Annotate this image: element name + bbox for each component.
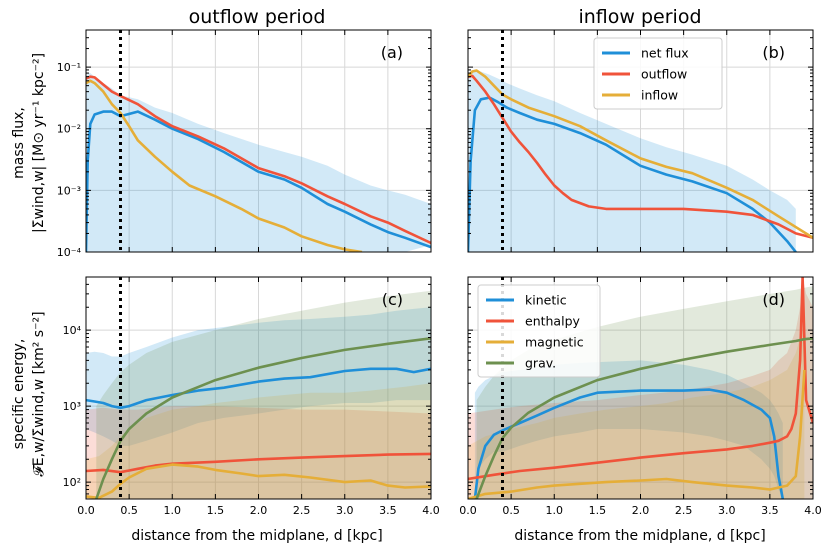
x-tick-label: 1.5 [589, 504, 607, 517]
y-label-top-line1: mass flux, [11, 107, 27, 179]
plot-area [86, 73, 431, 252]
plot-area [468, 69, 813, 252]
panel-d: 0.0 0.5 1.0 1.5 2.0 2.5 3.0 3.5 4.0 (d) kinetic ent… [459, 276, 822, 517]
y-tick-label: 10⁻¹ [57, 61, 81, 74]
line-enthalpy [468, 277, 813, 481]
legend-box [477, 284, 601, 378]
x-tick-label: 4.0 [804, 504, 822, 517]
x-tick-label: 1.0 [164, 504, 182, 517]
panel-label: (a) [381, 43, 403, 62]
legend: kinetic enthalpy magnetic grav. [477, 284, 601, 378]
y-tick-label: 10³ [63, 400, 81, 413]
y-label-bottom-line1: specific energy, [11, 339, 27, 450]
x-tick-label: 2.0 [250, 504, 268, 517]
band-enthalpy [468, 277, 813, 499]
x-tick-label: 2.0 [632, 504, 650, 517]
band-netflux [86, 73, 431, 252]
line-kinetic [86, 367, 431, 410]
x-tick-label: 3.0 [718, 504, 736, 517]
legend-entry-grav: grav. [525, 356, 556, 371]
panel-label: (b) [762, 43, 785, 62]
legend-entry-outflow: outflow [641, 67, 687, 82]
band-magnetic [468, 316, 805, 499]
plot-area [86, 290, 431, 499]
line-outflow [86, 75, 431, 245]
title-outflow-period: outflow period [189, 6, 326, 28]
legend-entry-magnetic: magnetic [525, 335, 584, 350]
legend-box [593, 37, 723, 110]
x-tick-label: 3.0 [336, 504, 354, 517]
y-tick-label: 10² [63, 476, 81, 489]
legend-entry-kinetic: kinetic [525, 293, 567, 308]
x-label-left: distance from the midplane, d [kpc] [131, 528, 382, 544]
legend: net flux outflow inflow [593, 37, 723, 110]
y-tick-label: 10⁻² [57, 123, 81, 136]
band-enthalpy [86, 406, 431, 499]
panel-label: (c) [382, 290, 403, 309]
panel-a: 10⁻¹ 10⁻² 10⁻³ 10⁻⁴ (a) [57, 29, 432, 259]
x-tick-label: 0.5 [120, 504, 138, 517]
panel-label: (d) [762, 290, 785, 309]
line-enthalpy [86, 452, 431, 474]
line-kinetic [473, 388, 785, 499]
x-tick-label: 1.0 [546, 504, 564, 517]
line-grav [95, 337, 431, 499]
y-tick-label: 10⁴ [63, 324, 82, 337]
legend-entry-netflux: net flux [641, 46, 689, 61]
y-label-top: mass flux, |Σ̇wind,w| [M⊙ yr⁻¹ kpc⁻²] [11, 53, 47, 233]
y-label-top-line2: |Σ̇wind,w| [M⊙ yr⁻¹ kpc⁻²] [31, 53, 47, 233]
y-tick-label: 10⁻⁴ [57, 246, 82, 259]
x-tick-label: 1.5 [207, 504, 225, 517]
legend-entry-inflow: inflow [641, 88, 678, 103]
band-kinetic [474, 360, 783, 499]
line-inflow [86, 79, 363, 252]
y-tick-label: 10⁻³ [57, 184, 81, 197]
title-inflow-period: inflow period [578, 6, 701, 28]
x-tick-label: 3.5 [379, 504, 397, 517]
y-label-bottom-line2: 𝓕E,w/Σ̇wind,w [km² s⁻²] [31, 311, 47, 476]
line-netflux [86, 110, 431, 252]
x-tick-label: 0.5 [502, 504, 520, 517]
panel-c: 0.0 0.5 1.0 1.5 2.0 2.5 3.0 3.5 4.0 10⁴ 10³ 10² (c) [63, 276, 440, 517]
x-label-right: distance from the midplane, d [kpc] [514, 528, 765, 544]
x-tick-label: 3.5 [761, 504, 779, 517]
band-magnetic [86, 383, 431, 499]
line-netflux [468, 96, 797, 252]
panels: 10⁻¹ 10⁻² 10⁻³ 10⁻⁴ (a) (b) net flux outflow inf… [57, 29, 822, 517]
legend-entry-enthalpy: enthalpy [525, 314, 581, 329]
x-tick-label: 2.5 [293, 504, 311, 517]
y-label-bottom: specific energy, 𝓕E,w/Σ̇wind,w [km² s⁻²] [11, 311, 47, 476]
x-tick-label: 0.0 [459, 504, 477, 517]
line-inflow [468, 69, 813, 239]
line-grav [475, 337, 813, 499]
band-kinetic [86, 307, 431, 446]
panel-b: (b) net flux outflow inflow [467, 29, 814, 253]
x-tick-label: 0.0 [77, 504, 95, 517]
line-magnetic [86, 463, 431, 499]
line-outflow [468, 74, 813, 240]
x-tick-label: 2.5 [675, 504, 693, 517]
band-grav [96, 290, 431, 499]
x-tick-label: 4.0 [422, 504, 440, 517]
line-magnetic [468, 369, 806, 499]
